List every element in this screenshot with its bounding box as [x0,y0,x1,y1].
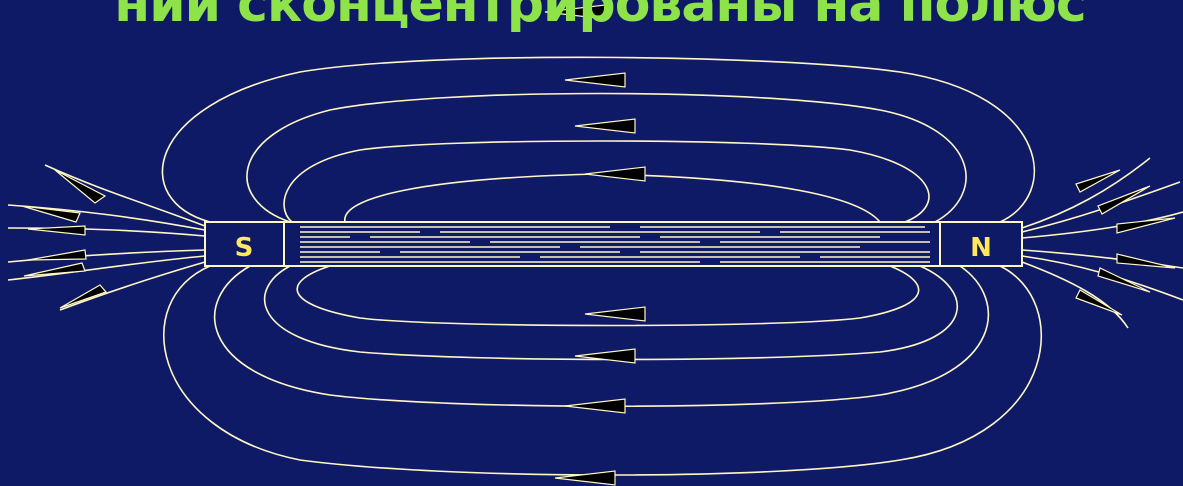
field-line-upper-1 [283,140,930,223]
magnet-hatching [300,226,930,263]
field-line-left-3 [7,227,206,237]
field-line-upper-4 [161,56,1035,223]
arrow-right-6 [1075,289,1123,316]
field-line-right-6 [1021,261,1129,329]
arrow-left-6 [59,284,108,309]
field-line-lower-3 [214,265,990,408]
arrow-left-2 [21,205,81,223]
arrow-lower-2 [574,348,636,364]
arrow-left-1 [54,169,107,204]
field-line-right-1 [1021,157,1151,229]
field-line-upper-2 [344,173,881,223]
arrow-left-4 [27,249,87,261]
arrow-upper-1 [584,166,646,182]
field-line-upper-3 [246,92,967,223]
north-pole-label: N [970,233,992,263]
arrow-left-3 [27,225,86,236]
arrow-right-1 [1075,169,1121,193]
field-line-lower-4 [163,265,1042,476]
south-pole-label: S [235,233,254,263]
arrow-right-4 [1116,253,1176,269]
slide-title: нии сконцентрированы на полюс [114,0,1086,34]
bar-magnet: S N [204,221,1023,267]
field-line-left-6 [59,261,206,311]
arrow-left-5 [23,262,86,277]
arrow-lower-4 [554,470,616,486]
arrow-right-2 [1097,185,1151,215]
field-line-right-3 [1021,211,1183,239]
arrow-right-3 [1116,217,1176,234]
arrow-lower-3 [564,398,626,414]
arrow-top-edge [544,4,606,20]
field-line-left-1 [44,164,206,227]
arrow-upper-2 [574,118,636,134]
arrow-upper-3 [564,72,626,88]
arrow-lower-1 [584,306,646,322]
field-line-left-5 [7,255,206,281]
arrow-right-5 [1097,267,1151,293]
field-line-lower-1 [296,265,920,327]
